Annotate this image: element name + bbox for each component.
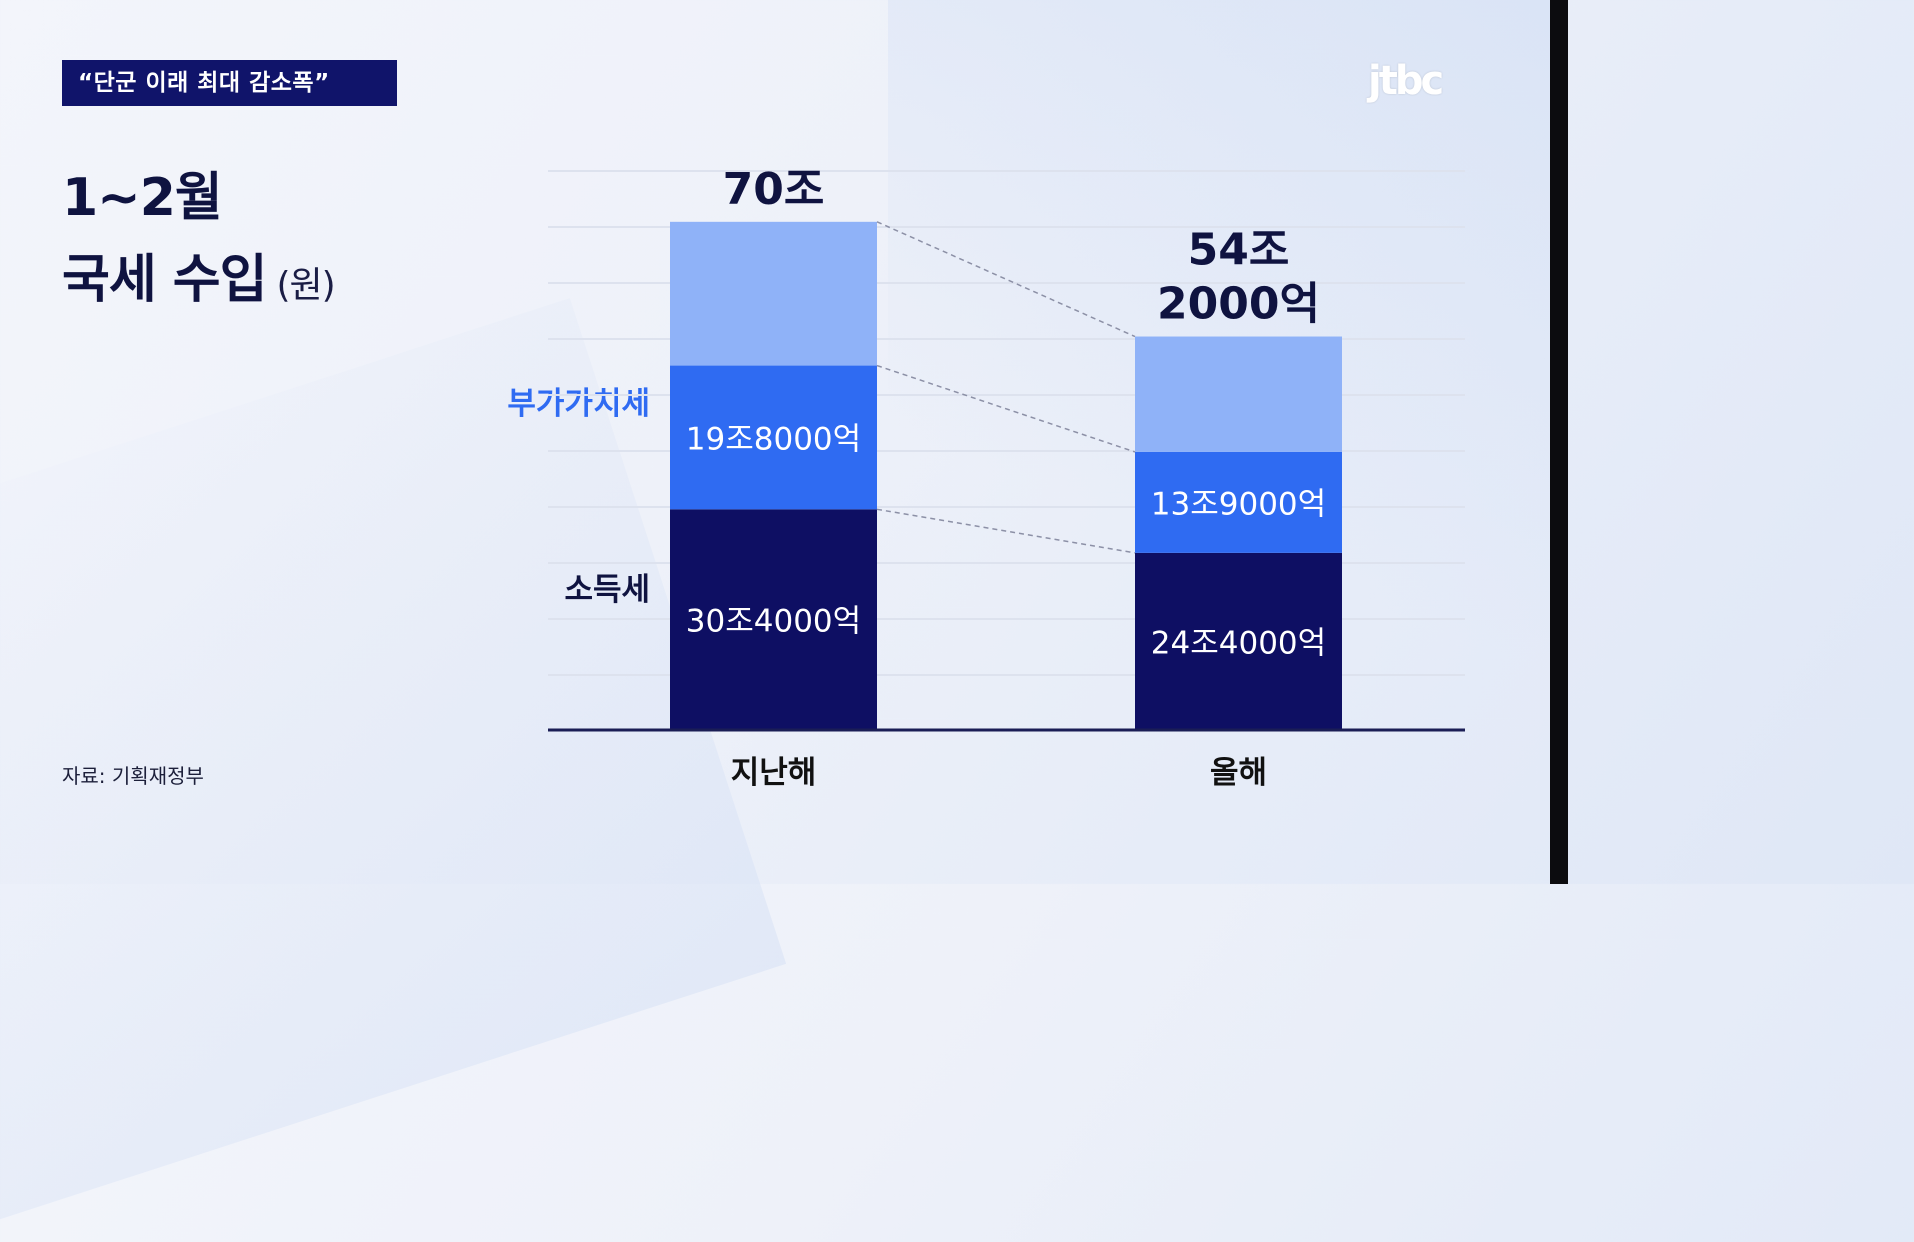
connector-line xyxy=(876,364,1136,453)
legend-label-income-tax: 소득세 xyxy=(564,572,650,608)
bar-segment-vat xyxy=(670,365,877,510)
bar-value-label: 24조4000억 xyxy=(1151,625,1326,661)
title-unit: (원) xyxy=(276,265,335,306)
title-main: 국세 수입 (원) xyxy=(62,250,336,316)
bar-segment-income-tax xyxy=(670,509,877,730)
title-period: 1~2월 xyxy=(62,168,223,228)
bar-value-label: 13조9000억 xyxy=(1151,486,1326,522)
x-tick-label: 올해 xyxy=(1210,755,1267,791)
bar-segment-income-tax xyxy=(1135,552,1342,730)
total-label: 54조 xyxy=(1188,225,1290,276)
screen-edge xyxy=(1550,0,1568,884)
jtbc-logo: jtbc xyxy=(1368,58,1444,104)
connector-line xyxy=(876,508,1136,554)
connector-line xyxy=(876,221,1136,338)
total-label: 2000억 xyxy=(1157,279,1320,330)
bar-value-label: 30조4000억 xyxy=(686,604,861,640)
bar-segment-vat xyxy=(1135,451,1342,553)
x-tick-label: 지난해 xyxy=(731,755,817,791)
bar-value-label: 19조8000억 xyxy=(686,421,861,457)
headline-caption: “단군 이래 최대 감소폭” xyxy=(62,60,397,106)
source-note: 자료: 기획재정부 xyxy=(62,764,204,788)
legend-label-vat: 부가가치세 xyxy=(507,386,650,422)
bar-segment-other xyxy=(1135,336,1342,452)
bar-segment-other xyxy=(670,221,877,366)
total-label: 70조 xyxy=(723,164,825,215)
title-text: 국세 수입 xyxy=(62,250,267,310)
